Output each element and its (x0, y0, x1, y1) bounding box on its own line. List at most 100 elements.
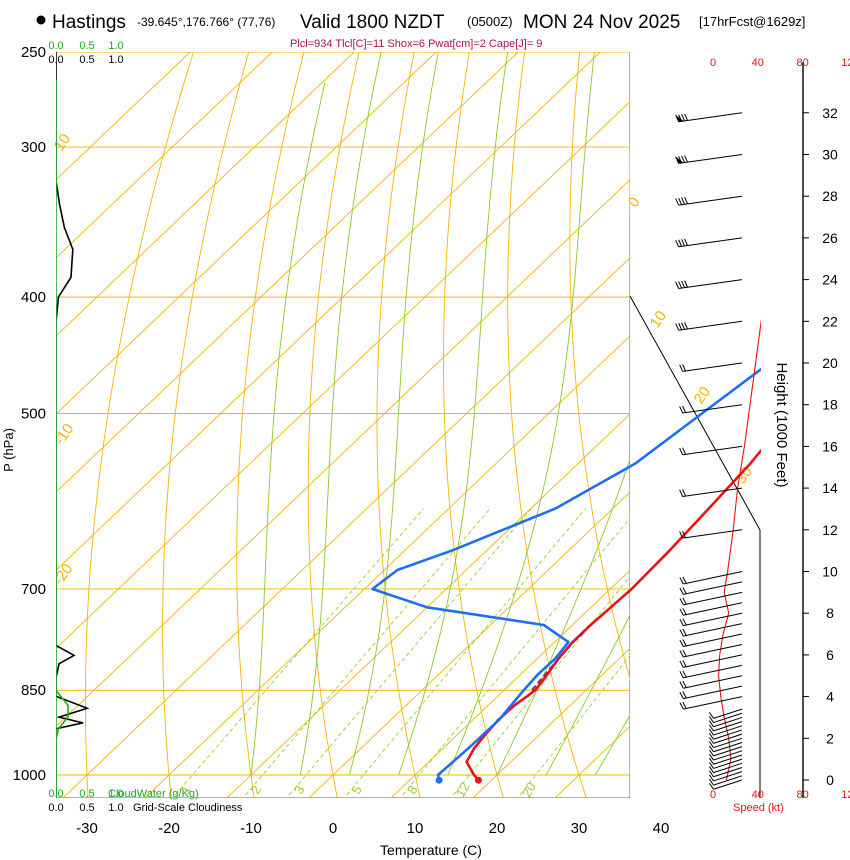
pressure-tick-label: 400 (21, 289, 46, 306)
barb-feather (708, 720, 714, 727)
height-tick-label: 2 (826, 730, 834, 746)
cloudwater-profile (56, 689, 69, 741)
cloudiness-scale-bottom: 0.0 (48, 802, 63, 814)
barb-feather (679, 587, 684, 595)
barb-feather (708, 762, 714, 769)
barb-feather (679, 629, 684, 637)
cloudiness-label: Grid-Scale Cloudiness (133, 802, 243, 814)
dry-adiabat (376, 52, 421, 798)
barb-feather (682, 660, 687, 667)
wind-barb (708, 775, 743, 786)
isotherm-line (472, 647, 630, 798)
speed-tick-top: 80 (796, 57, 808, 69)
height-tick-label: 6 (826, 647, 834, 663)
barb-feather (684, 280, 688, 288)
wind-barb (708, 741, 743, 753)
barb-shaft (713, 754, 743, 765)
mixing-ratio-label: 8 (404, 783, 421, 797)
barb-shaft (713, 746, 743, 757)
isotherm-line (56, 52, 519, 493)
barb-feather (679, 577, 684, 585)
wind-barbs (675, 112, 743, 790)
cloudwater-scale-top: 0.0 (48, 40, 63, 52)
speed-tick-bottom: 12 (841, 789, 850, 801)
moist-adiabat (348, 52, 439, 776)
surface-temperature-dot (474, 776, 482, 784)
barb-shaft (713, 762, 743, 774)
grid-lines: 1 2 3 5 8 12 20 (56, 52, 836, 800)
barb-feather (679, 650, 684, 658)
barb-shaft (713, 725, 743, 736)
height-tick-label: 30 (822, 147, 838, 163)
barb-feather (708, 766, 714, 773)
barb-feather (708, 732, 714, 740)
barb-shaft (683, 675, 743, 689)
barb-feather (682, 530, 687, 538)
wind-barb (708, 716, 743, 728)
barb-shaft (713, 767, 743, 778)
moist-adiabat (545, 614, 630, 776)
x-tick-label: 0 (329, 820, 337, 837)
barb-feather (681, 239, 686, 247)
height-tick-label: 26 (822, 230, 838, 246)
barb-feather (708, 757, 714, 765)
x-tick-label: -30 (76, 820, 98, 837)
barb-shaft (678, 320, 743, 331)
barb-feather (679, 364, 684, 372)
mixing-ratio-line (172, 508, 425, 798)
isotherm-line (144, 335, 630, 798)
barb-feather (682, 639, 687, 647)
wind-barb (679, 685, 743, 700)
x-tick-label: -20 (158, 820, 180, 837)
pressure-tick-label: 1000 (13, 767, 46, 784)
cloudiness-scale-bottom: 1.0 (108, 802, 123, 814)
wind-barb (708, 708, 743, 719)
height-tick-label: 18 (822, 397, 838, 413)
barb-feather (678, 322, 683, 330)
wind-barb (679, 602, 743, 616)
plot-frame (56, 52, 630, 798)
barb-feather (682, 628, 687, 636)
x-axis-title: Temperature (C) (380, 842, 482, 858)
barb-feather (678, 197, 683, 205)
station-dot (36, 15, 46, 25)
utc-time: (0500Z) (467, 14, 513, 29)
barb-feather (682, 618, 687, 626)
barb-feather (679, 702, 684, 710)
barb-feather (679, 489, 684, 497)
height-tick-label: 0 (826, 772, 834, 788)
barb-shaft (683, 623, 743, 637)
dry-adiabat (688, 52, 836, 800)
barb-feather (679, 608, 684, 616)
wind-barb (708, 754, 743, 765)
isotherm-line (56, 52, 601, 571)
barb-shaft (682, 529, 743, 539)
barb-shaft (713, 733, 743, 744)
barb-shaft (713, 712, 743, 724)
speed-axis-title: Speed (kt) (733, 802, 784, 814)
wind-barb (708, 737, 743, 749)
barb-feather (708, 753, 714, 761)
wind-barb (679, 696, 743, 710)
pressure-tick-label: 300 (21, 139, 46, 156)
barb-feather (684, 155, 688, 163)
dry-adiabat (162, 52, 250, 798)
wind-barb (708, 758, 743, 769)
barb-feather (679, 660, 684, 668)
barb-shaft (678, 112, 743, 123)
mixing-ratio-label: 12 (452, 780, 472, 800)
wind-barb (679, 654, 743, 668)
isotherm-line (554, 725, 630, 798)
barb-feather (708, 724, 714, 732)
height-tick-label: 14 (822, 480, 838, 496)
barb-feather (679, 447, 684, 455)
dry-adiabat (84, 52, 194, 798)
wind-barb (708, 746, 743, 757)
wind-barb (679, 445, 743, 456)
isotherm-line (390, 569, 630, 798)
valid-time: Valid 1800 NZDT (300, 12, 445, 33)
dry-adiabat (507, 52, 587, 798)
isotherm-line (62, 257, 630, 798)
barb-shaft (683, 685, 743, 700)
barb-shaft (682, 362, 743, 372)
